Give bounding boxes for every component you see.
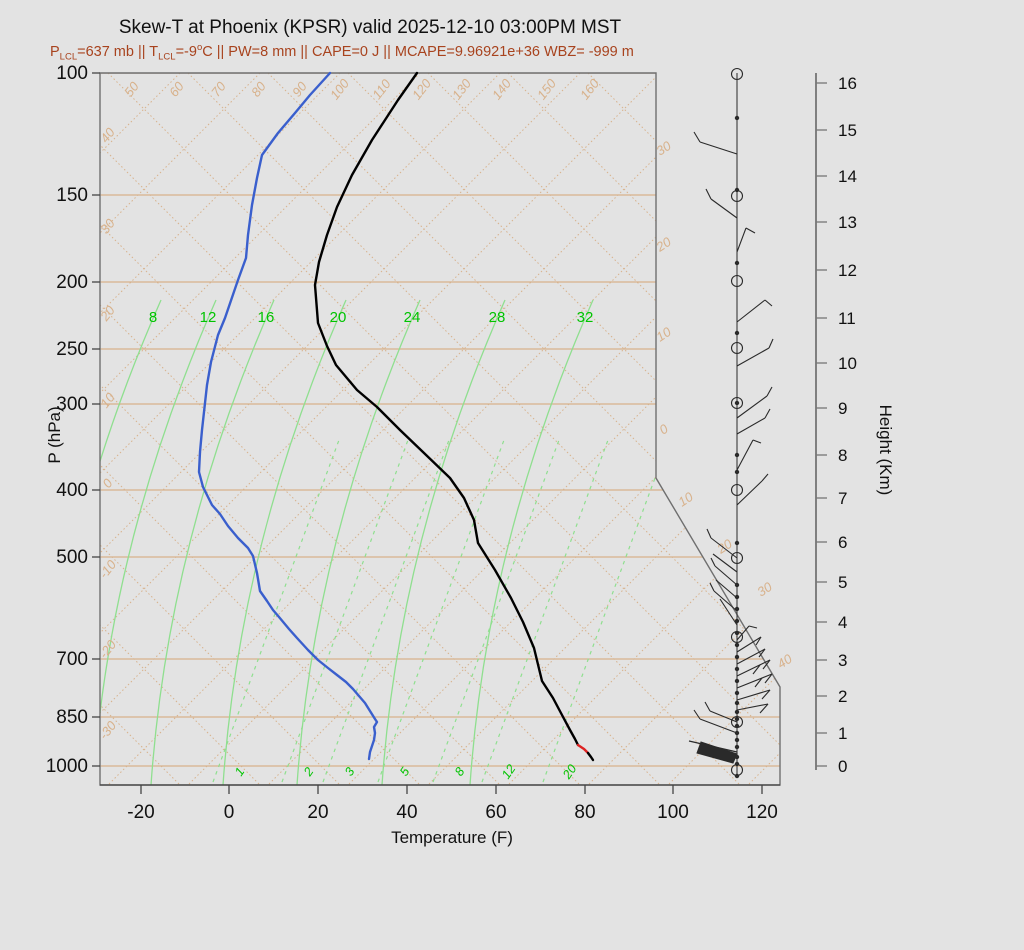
- pressure-axis: 100 150 200 250 300 400 500 700 850 1000: [46, 63, 100, 777]
- svg-text:160: 160: [577, 75, 603, 102]
- svg-text:5: 5: [838, 573, 847, 592]
- svg-text:0: 0: [838, 757, 847, 776]
- svg-text:90: 90: [289, 78, 310, 99]
- svg-text:6: 6: [838, 533, 847, 552]
- svg-text:32: 32: [577, 309, 594, 326]
- svg-text:100: 100: [327, 75, 353, 102]
- svg-text:14: 14: [838, 167, 857, 186]
- svg-text:30: 30: [754, 579, 775, 600]
- svg-text:1: 1: [838, 724, 847, 743]
- svg-text:250: 250: [56, 339, 88, 360]
- svg-text:20: 20: [559, 762, 579, 782]
- svg-text:0: 0: [656, 421, 671, 438]
- chart-title: Skew-T at Phoenix (KPSR) valid 2025-12-1…: [118, 17, 622, 38]
- svg-text:15: 15: [838, 121, 857, 140]
- svg-text:100: 100: [56, 63, 88, 84]
- svg-text:8: 8: [838, 446, 847, 465]
- svg-text:11: 11: [838, 309, 856, 328]
- svg-text:0: 0: [224, 802, 235, 823]
- svg-text:28: 28: [489, 309, 506, 326]
- svg-text:200: 200: [56, 272, 88, 293]
- svg-text:10: 10: [838, 354, 857, 373]
- grid-line-labels: 50 60 70 80 90 100 110 120 130 140 150 160403020100…: [96, 75, 796, 742]
- skew-grid-lines: [100, 73, 780, 785]
- svg-text:13: 13: [838, 213, 857, 232]
- svg-text:8: 8: [452, 765, 467, 779]
- svg-text:20: 20: [307, 802, 328, 823]
- svg-text:3: 3: [342, 765, 357, 779]
- svg-text:10: 10: [675, 489, 696, 510]
- temperature-axis: -20 0 20 40 60 80 100 120: [100, 784, 780, 823]
- svg-text:100: 100: [657, 802, 689, 823]
- svg-text:300: 300: [56, 394, 88, 415]
- svg-text:850: 850: [56, 707, 88, 728]
- dewpoint-curve: [197, 71, 379, 761]
- svg-text:60: 60: [166, 78, 187, 99]
- wind-barb-column: [688, 67, 774, 779]
- svg-text:80: 80: [574, 802, 595, 823]
- svg-text:700: 700: [56, 649, 88, 670]
- moist-adiabat-lines: [100, 299, 594, 785]
- svg-text:4: 4: [838, 613, 847, 632]
- svg-text:12: 12: [499, 762, 518, 781]
- svg-text:1000: 1000: [46, 756, 88, 777]
- svg-text:130: 130: [449, 75, 475, 102]
- svg-text:12: 12: [838, 261, 857, 280]
- svg-text:0: 0: [99, 475, 116, 491]
- svg-text:400: 400: [56, 480, 88, 501]
- svg-text:60: 60: [485, 802, 506, 823]
- chart-subtitle: PLCL=637 mb || TLCL=-9oC || PW=8 mm || C…: [50, 42, 634, 63]
- moist-mixing-labels: 8 12 16 20 24 28 321 2 3 5 8 12 20: [149, 309, 594, 782]
- svg-text:40: 40: [774, 651, 795, 672]
- svg-text:2: 2: [838, 687, 847, 706]
- svg-text:8: 8: [149, 309, 157, 326]
- svg-text:20: 20: [330, 309, 347, 326]
- svg-text:150: 150: [534, 75, 560, 102]
- svg-text:24: 24: [404, 309, 421, 326]
- svg-text:120: 120: [746, 802, 778, 823]
- svg-text:500: 500: [56, 547, 88, 568]
- svg-text:-20: -20: [127, 802, 154, 823]
- svg-text:7: 7: [838, 489, 847, 508]
- svg-text:3: 3: [838, 651, 847, 670]
- svg-text:140: 140: [489, 75, 515, 102]
- svg-text:16: 16: [838, 74, 857, 93]
- x-axis-title: Temperature (F): [391, 828, 513, 847]
- svg-text:9: 9: [838, 399, 847, 418]
- svg-text:12: 12: [200, 309, 217, 326]
- svg-text:50: 50: [121, 78, 142, 99]
- svg-text:150: 150: [56, 185, 88, 206]
- svg-text:1: 1: [232, 765, 247, 779]
- svg-text:2: 2: [300, 765, 316, 780]
- svg-text:40: 40: [396, 802, 417, 823]
- svg-text:110: 110: [369, 76, 394, 102]
- svg-text:16: 16: [258, 309, 275, 326]
- temperature-curve: [313, 71, 595, 762]
- pressure-axis-title: P (hPa): [45, 406, 64, 464]
- svg-text:5: 5: [397, 765, 412, 779]
- height-axis-title: Height (Km): [876, 404, 895, 496]
